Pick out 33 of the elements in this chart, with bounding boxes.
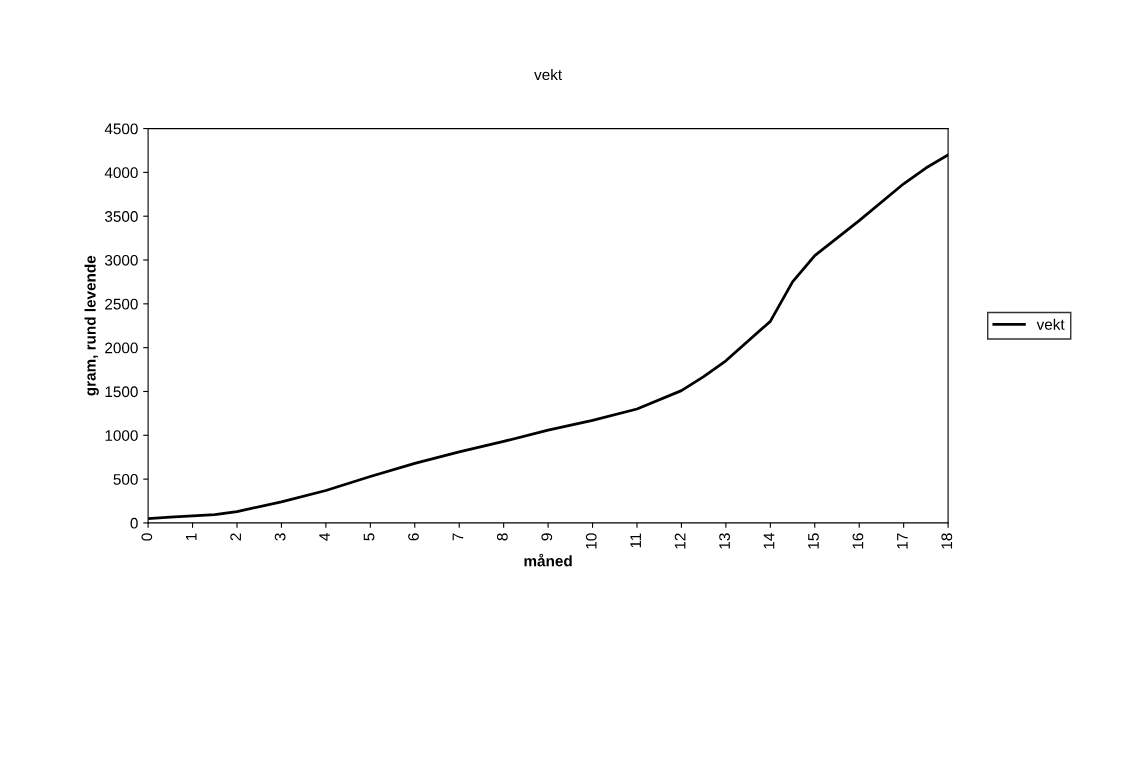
y-tick-label: 1500 (105, 386, 138, 398)
legend-label: vekt (1036, 318, 1065, 330)
x-tick-label: 10 (585, 533, 597, 549)
x-tick-label: 6 (408, 533, 419, 541)
y-tick-label: 0 (130, 517, 138, 529)
x-tick-label: 18 (941, 533, 953, 549)
x-tick-label: 13 (719, 533, 730, 549)
x-tick-label: 15 (808, 533, 819, 549)
x-axis-title: måned (524, 553, 572, 567)
y-tick-label: 2000 (105, 342, 138, 354)
chart-title: vekt (534, 68, 562, 81)
y-tick-label: 2500 (105, 298, 138, 310)
x-tick-label: 7 (452, 533, 464, 541)
x-tick-label: 0 (141, 533, 153, 541)
y-tick-label: 1000 (105, 430, 138, 441)
x-tick-label: 12 (674, 533, 686, 549)
y-tick-label: 4500 (104, 123, 138, 135)
y-tick-label: 3500 (104, 211, 138, 222)
y-axis-title: gram, rund levende (84, 255, 99, 396)
x-tick-label: 9 (541, 533, 553, 541)
x-tick-label: 11 (630, 533, 641, 548)
x-tick-label: 8 (496, 533, 508, 541)
x-tick-label: 1 (185, 533, 197, 540)
y-tick-label: 4000 (104, 167, 138, 179)
x-tick-label: 17 (897, 533, 908, 549)
y-tick-label: 500 (113, 473, 138, 485)
y-tick-label: 3000 (104, 254, 138, 266)
x-tick-label: 5 (363, 533, 375, 541)
x-tick-label: 2 (230, 533, 241, 541)
x-tick-label: 4 (319, 533, 330, 541)
x-tick-label: 3 (274, 533, 286, 541)
x-tick-label: 14 (763, 533, 775, 549)
x-tick-label: 16 (852, 533, 864, 549)
